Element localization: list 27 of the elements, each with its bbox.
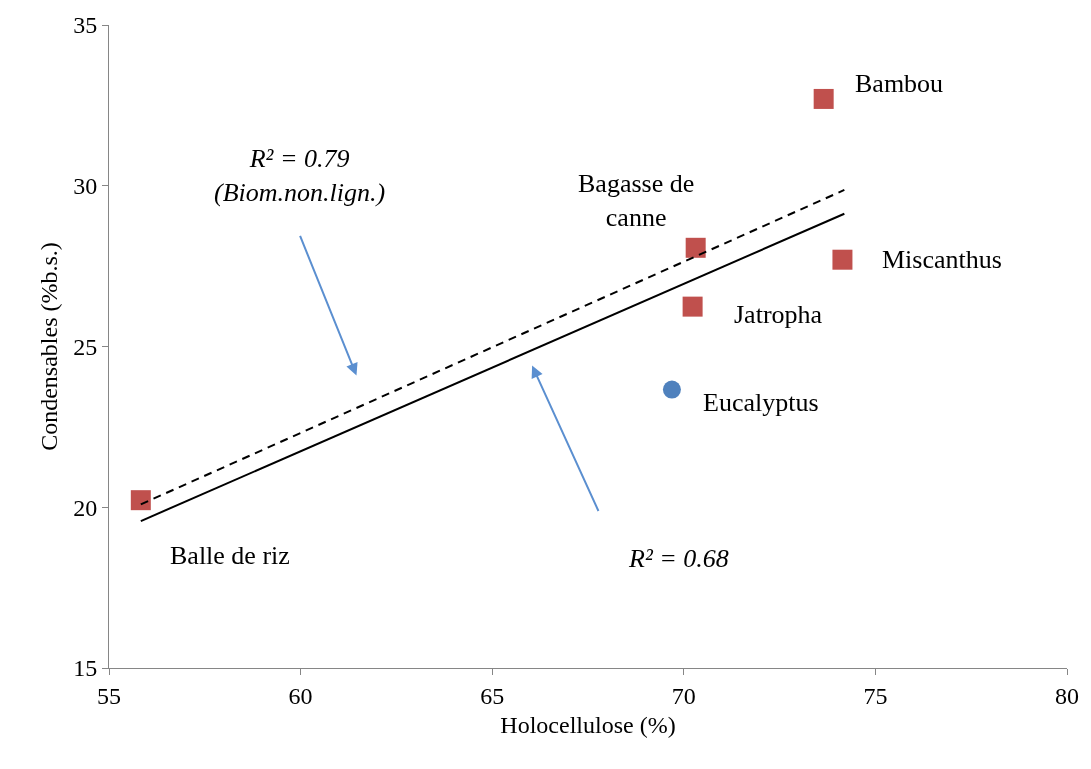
y-tick-label: 25 (73, 333, 98, 360)
annotation: Eucalyptus (703, 388, 819, 417)
x-tick-label: 70 (671, 682, 696, 709)
x-axis-title: Holocellulose (%) (500, 712, 676, 739)
point (662, 380, 681, 399)
y-tick-label: 20 (73, 494, 98, 521)
annotation: Jatropha (734, 300, 823, 329)
annotation: Bagasse de canne (578, 169, 695, 232)
x-tick-label: 60 (288, 682, 313, 709)
annotation: Balle de riz (170, 541, 290, 570)
x-tick-label: 80 (1055, 682, 1079, 709)
annotation: Bambou (855, 69, 944, 98)
point (682, 296, 703, 317)
y-tick-label: 30 (73, 173, 98, 200)
x-tick-label: 65 (480, 682, 505, 709)
x-tick-label: 55 (97, 682, 121, 709)
annotation: R² = 0.68 (628, 544, 729, 573)
annotation: Miscanthus (882, 245, 1002, 274)
y-tick-label: 15 (73, 655, 98, 682)
point (130, 490, 151, 511)
point (832, 249, 853, 270)
x-tick-label: 75 (863, 682, 888, 709)
point (685, 237, 706, 258)
annotation: R² = 0.79 (Biom.non.lign.) (214, 144, 386, 207)
y-tick-label: 35 (73, 12, 98, 39)
point (813, 88, 834, 109)
y-axis-title: Condensables (%b.s.) (36, 242, 63, 451)
